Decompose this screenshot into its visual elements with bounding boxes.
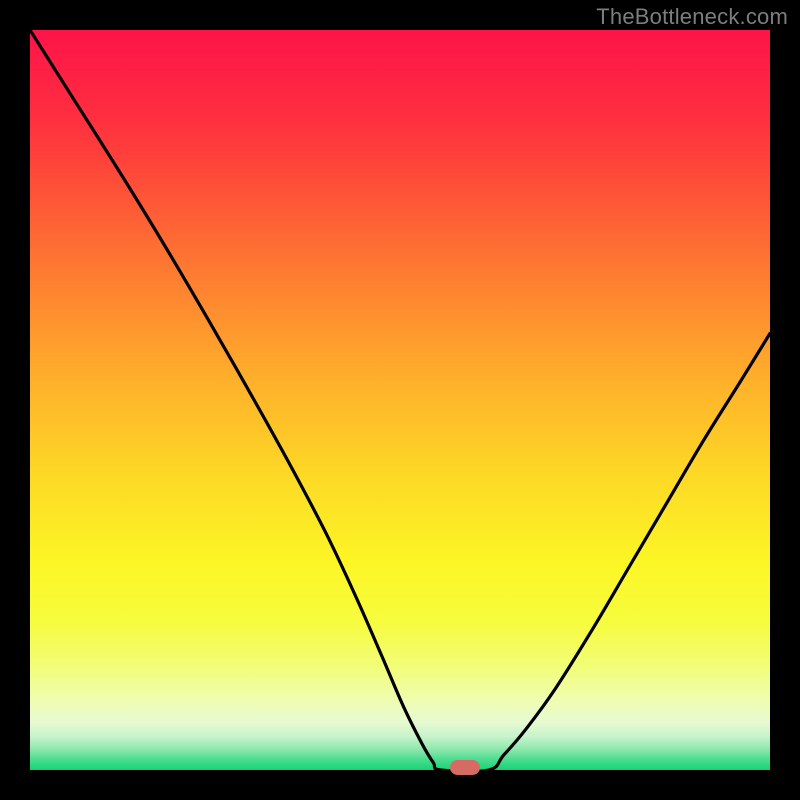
optimum-marker — [450, 760, 480, 775]
plot-area — [30, 30, 770, 770]
bottleneck-curve — [30, 30, 770, 770]
chart-frame: TheBottleneck.com — [0, 0, 800, 800]
curve-layer — [30, 30, 770, 770]
watermark-text: TheBottleneck.com — [596, 4, 788, 30]
